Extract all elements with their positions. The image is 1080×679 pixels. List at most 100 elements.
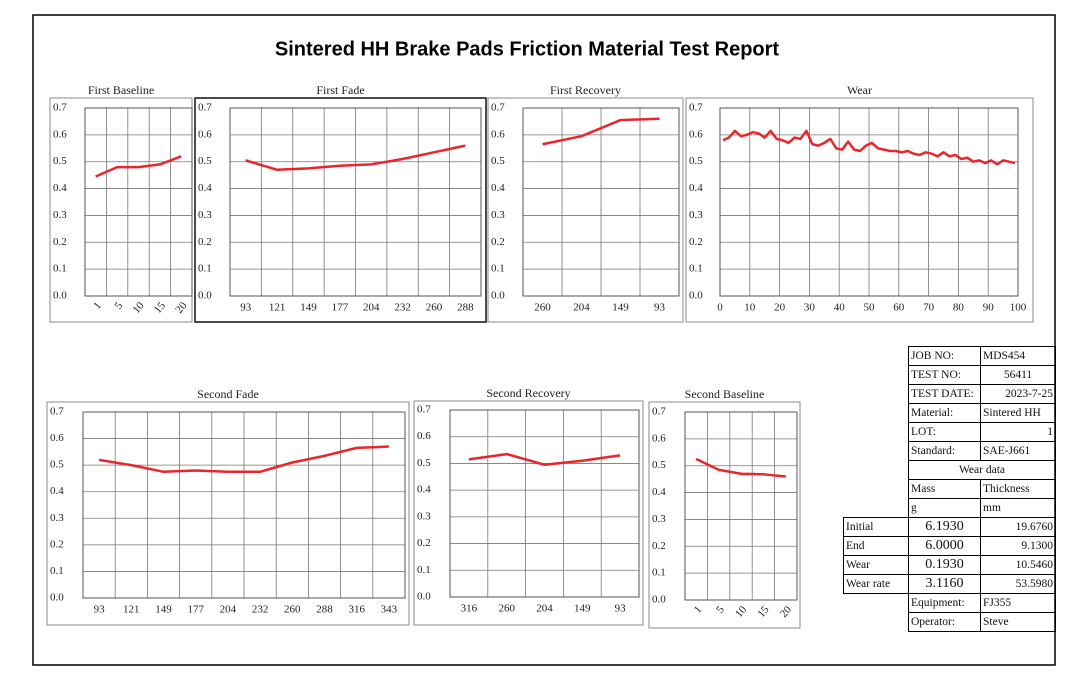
row: Standard: SAE-J661	[844, 441, 1056, 461]
cell: MDS454	[980, 346, 1056, 366]
row: End 6.0000 9.1300	[843, 536, 1056, 556]
x-tick-label: 93	[615, 603, 627, 615]
y-tick-label: 0.5	[198, 155, 212, 167]
x-tick-label: 260	[534, 302, 551, 314]
x-tick-label: 93	[654, 302, 666, 314]
chart-frame	[487, 97, 684, 323]
y-tick-label: 0.0	[50, 592, 64, 604]
y-tick-label: 0.1	[50, 565, 64, 577]
blank	[844, 404, 909, 423]
blank	[844, 461, 909, 480]
blank	[844, 347, 909, 366]
data-line	[542, 117, 660, 146]
plot-border	[684, 411, 798, 601]
y-tick-label: 0.3	[50, 512, 64, 524]
row: Wear 0.1930 10.5460	[843, 555, 1056, 575]
x-tick-label: 177	[187, 604, 204, 616]
y-tick-label: 0.3	[198, 209, 212, 221]
x-tick-label: 288	[457, 302, 474, 314]
y-tick-label: 0.0	[417, 591, 431, 603]
x-tick-label: 80	[953, 302, 965, 314]
y-tick-label: 0.6	[417, 430, 431, 442]
y-tick-label: 0.7	[53, 102, 67, 114]
blank	[844, 366, 909, 385]
y-tick-label: 0.2	[53, 236, 67, 248]
x-tick-label: 316	[348, 604, 365, 616]
cell: Initial	[843, 517, 909, 537]
y-tick-label: 0.0	[53, 290, 67, 302]
cell: Material:	[908, 403, 981, 423]
chart-frame	[46, 401, 410, 626]
cell: 6.0000	[908, 536, 981, 556]
blank	[844, 385, 909, 404]
x-tick-label: 60	[893, 302, 905, 314]
chart-frame	[685, 97, 1034, 323]
plot-border	[522, 107, 680, 297]
chart-title: Second Baseline	[685, 387, 765, 401]
chart-title: First Recovery	[550, 83, 621, 97]
cell: 3.1160	[908, 574, 981, 594]
blank	[844, 480, 909, 499]
x-tick-label: 90	[983, 302, 995, 314]
y-tick-label: 0.0	[652, 594, 666, 606]
cell: g	[908, 498, 981, 518]
y-tick-label: 0.2	[50, 538, 64, 550]
blank	[844, 499, 909, 518]
blank	[844, 442, 909, 461]
row: g mm	[844, 498, 1056, 518]
cell: Thickness	[980, 479, 1056, 499]
x-tick-label: 70	[923, 302, 935, 314]
chart-frame	[648, 401, 801, 629]
x-tick-label: 260	[284, 604, 301, 616]
plot-border	[449, 409, 640, 598]
row: TEST DATE: 2023-7-25	[844, 384, 1056, 404]
x-tick-label: 232	[394, 302, 411, 314]
y-tick-label: 0.5	[652, 459, 666, 471]
y-tick-label: 0.1	[198, 263, 212, 275]
y-tick-label: 0.7	[491, 102, 505, 114]
x-tick-label: 149	[155, 604, 172, 616]
cell: TEST NO:	[908, 365, 981, 385]
data-line	[695, 457, 786, 478]
cell: 56411	[980, 365, 1056, 385]
y-tick-label: 0.5	[53, 155, 67, 167]
cell: TEST DATE:	[908, 384, 981, 404]
chart-frame	[49, 97, 193, 323]
report-title: Sintered HH Brake Pads Friction Material…	[275, 38, 780, 60]
y-tick-label: 0.3	[417, 510, 431, 522]
x-tick-label: 149	[574, 603, 591, 615]
row: Wear rate 3.1160 53.5980	[843, 574, 1056, 594]
y-tick-label: 0.2	[689, 236, 703, 248]
cell: JOB NO:	[908, 346, 981, 366]
row: Equipment: FJ355	[844, 593, 1056, 613]
row: Wear data	[844, 460, 1056, 480]
row: Operator: Steve	[844, 612, 1056, 632]
x-tick-label: 50	[864, 302, 876, 314]
row: JOB NO: MDS454	[844, 346, 1056, 366]
y-tick-label: 0.5	[491, 155, 505, 167]
y-tick-label: 0.6	[53, 128, 67, 140]
x-tick-label: 1	[692, 604, 705, 616]
data-line	[245, 144, 466, 172]
y-tick-label: 0.0	[689, 290, 703, 302]
x-tick-label: 20	[774, 302, 786, 314]
x-tick-label: 30	[804, 302, 816, 314]
y-tick-label: 0.3	[491, 209, 505, 221]
cell: 6.1930	[908, 517, 981, 537]
cell: Wear	[843, 555, 909, 575]
y-tick-label: 0.2	[417, 537, 431, 549]
cell: 9.1300	[980, 536, 1056, 556]
plot-border	[719, 107, 1019, 297]
x-tick-label: 316	[461, 603, 478, 615]
cell: Standard:	[908, 441, 981, 461]
row: LOT: 1	[844, 422, 1056, 442]
row: Material: Sintered HH	[844, 403, 1056, 423]
y-tick-label: 0.6	[652, 432, 666, 444]
cell: SAE-J661	[980, 441, 1056, 461]
cell: End	[843, 536, 909, 556]
x-tick-label: 100	[1010, 302, 1027, 314]
blank	[844, 594, 909, 613]
y-tick-label: 0.3	[652, 513, 666, 525]
